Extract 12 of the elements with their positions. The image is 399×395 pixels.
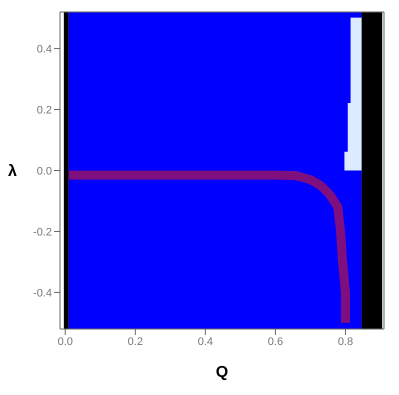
x-tick-label: 0.4: [198, 336, 214, 348]
x-tick-label: 0.0: [58, 336, 73, 348]
y-axis-title: λ: [8, 163, 17, 180]
y-tick-label: 0.4: [36, 43, 52, 56]
x-tick-label: 0.8: [338, 336, 354, 348]
x-tick-label: 0.2: [128, 336, 143, 348]
x-tick-label: 0.6: [268, 336, 284, 348]
x-axis-title: Q: [216, 364, 228, 381]
y-tick-label: -0.4: [33, 287, 52, 300]
y-tick-label: 0.0: [36, 165, 52, 178]
y-tick-label: 0.2: [36, 104, 52, 116]
y-tick-label: -0.2: [33, 226, 52, 238]
